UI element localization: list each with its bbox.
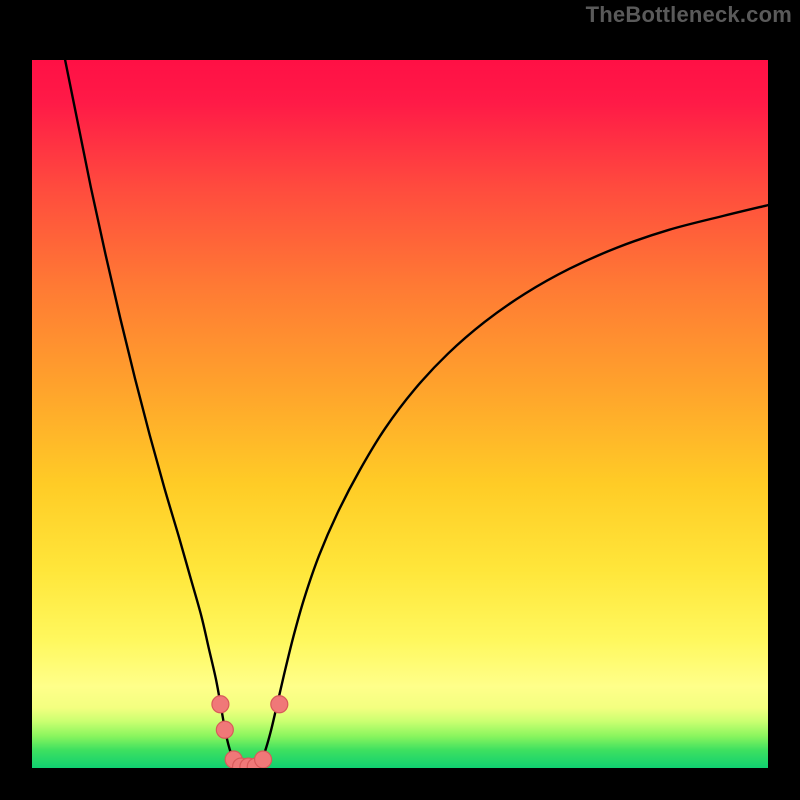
curve-layer: [32, 60, 768, 768]
watermark-label: TheBottleneck.com: [586, 2, 792, 28]
curve-marker: [216, 721, 233, 738]
bottleneck-curve: [65, 60, 768, 768]
curve-marker: [255, 751, 272, 768]
plot-area: [32, 60, 768, 768]
chart-frame: [0, 28, 800, 800]
curve-marker: [212, 696, 229, 713]
curve-markers: [212, 696, 288, 768]
curve-marker: [271, 696, 288, 713]
chart-container: TheBottleneck.com: [0, 0, 800, 800]
